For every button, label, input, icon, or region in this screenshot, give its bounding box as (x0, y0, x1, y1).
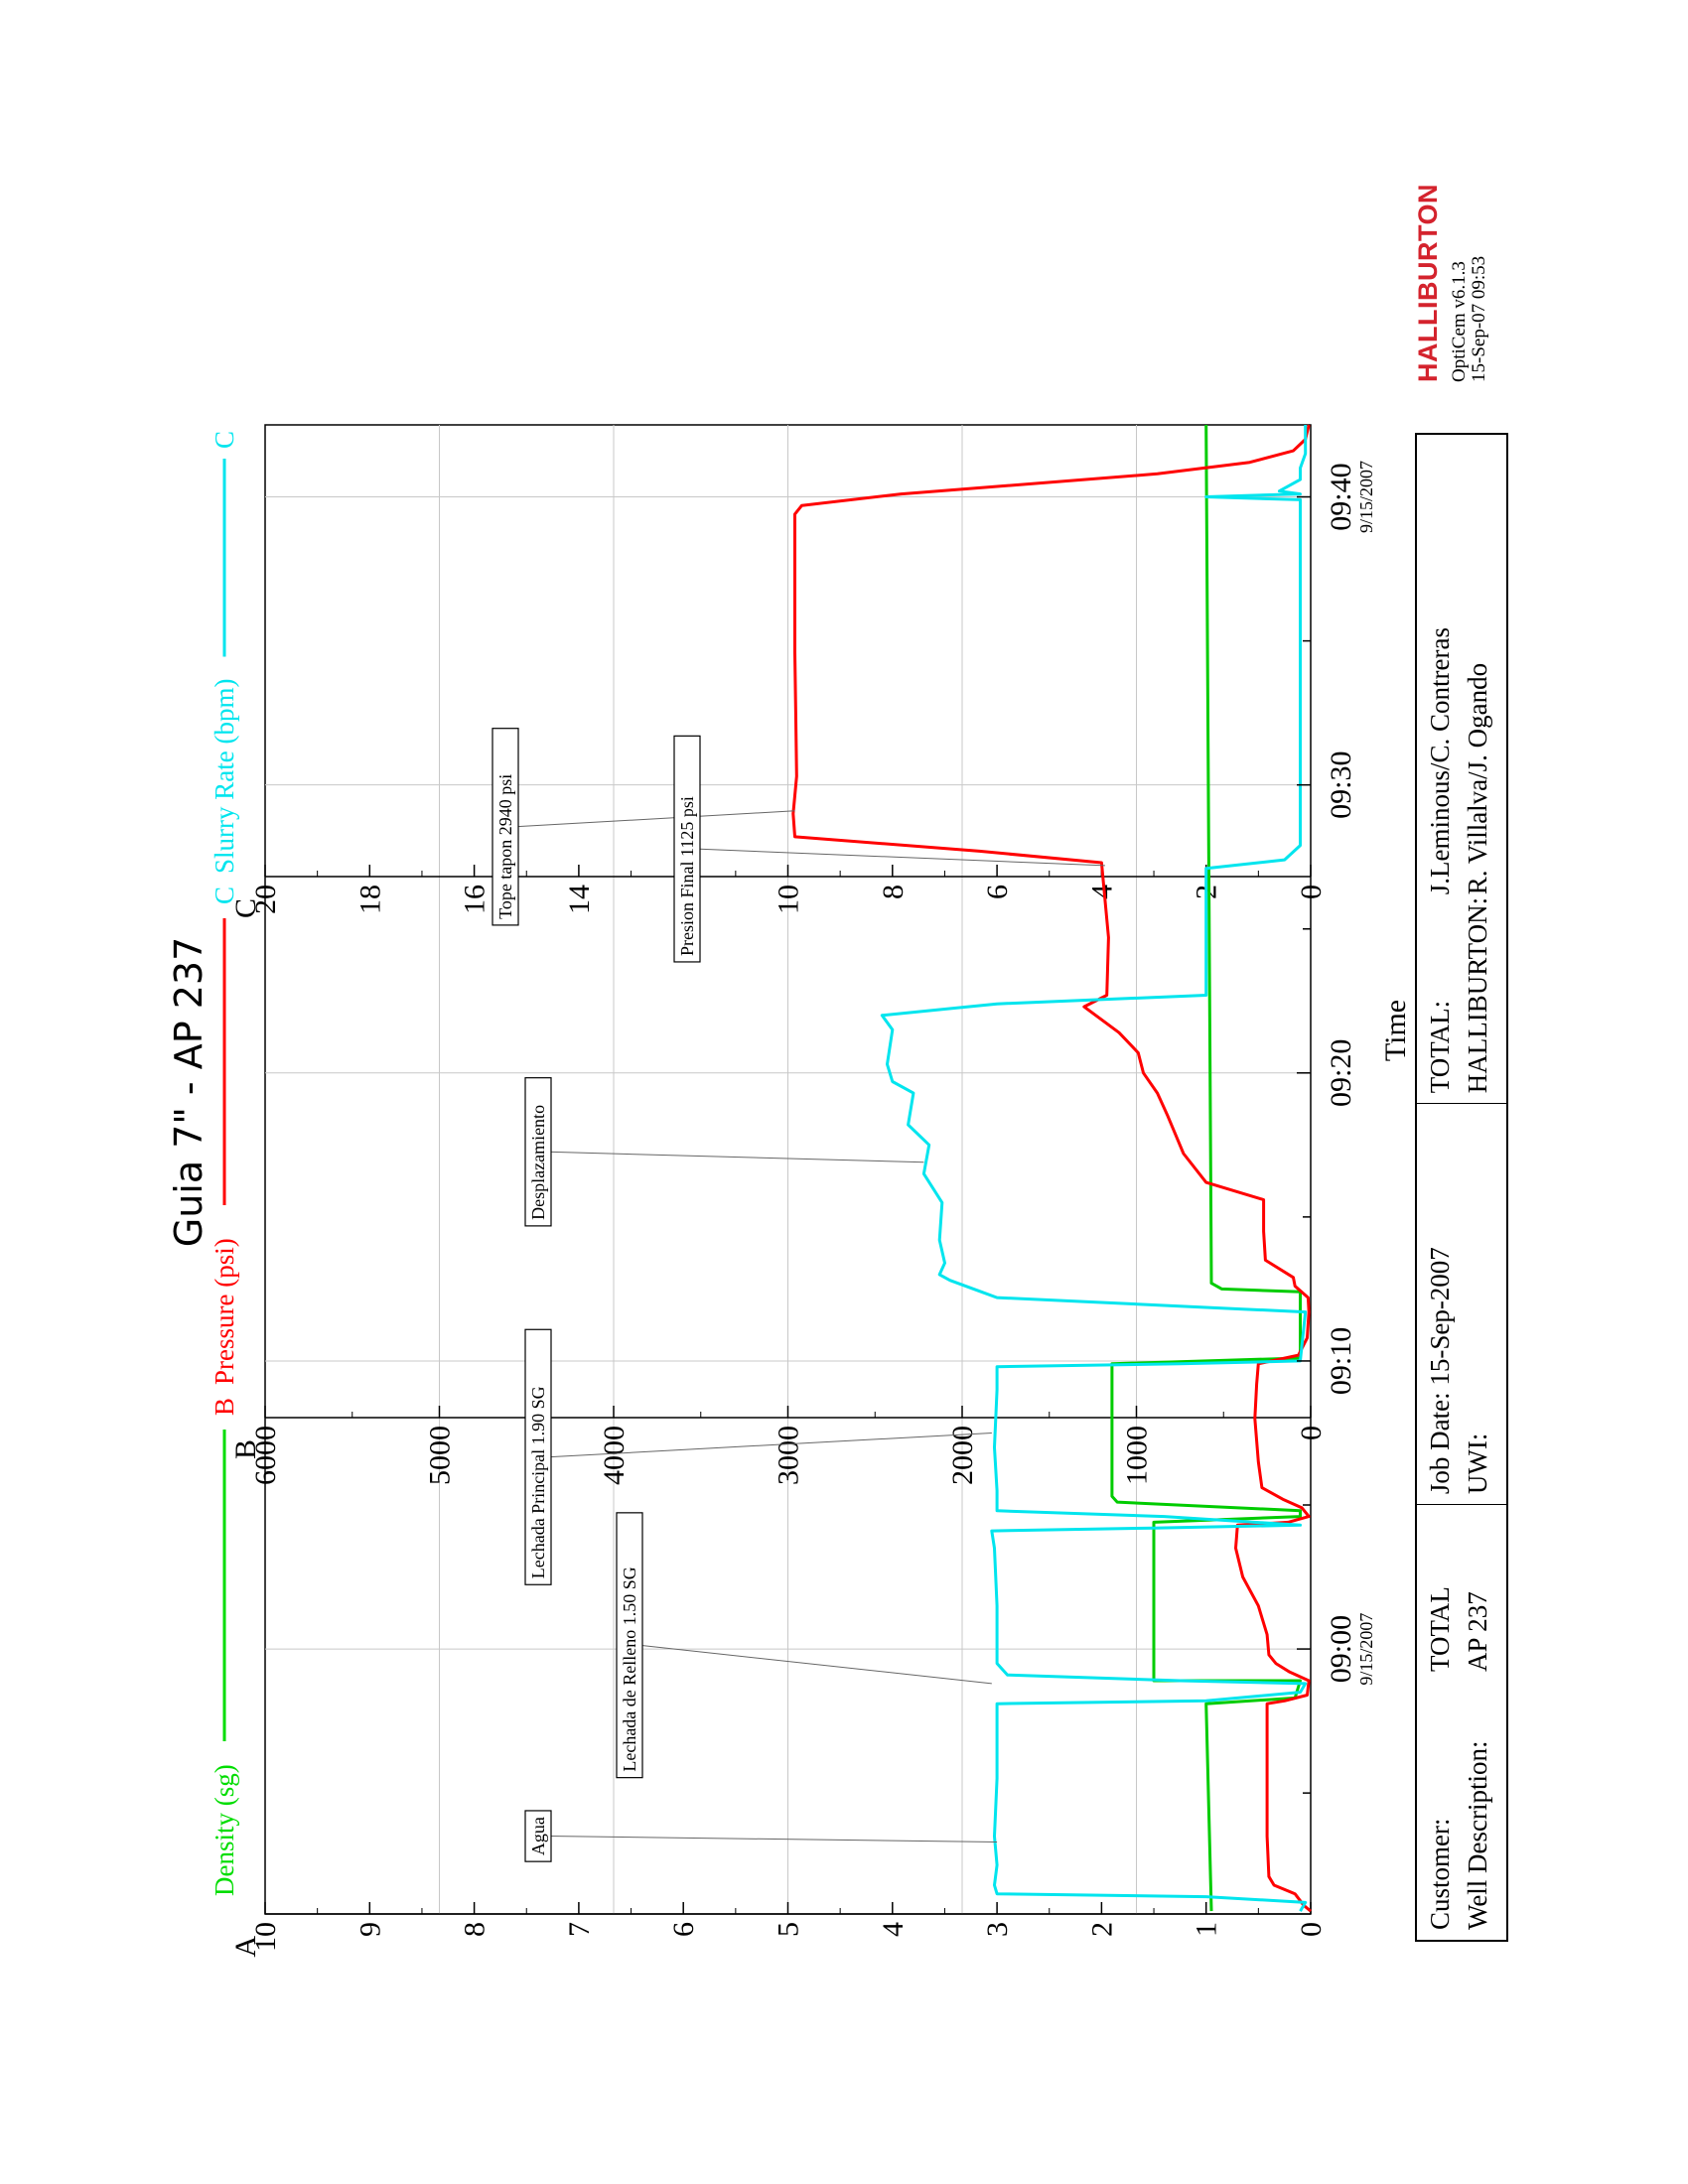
annotation-box (524, 1077, 552, 1227)
annotation-label: Presion Final 1125 psi (673, 735, 1105, 963)
axis-tick-label: 10 (249, 1922, 282, 1952)
print-timestamp: 15-Sep-07 09:53 (1469, 255, 1489, 382)
axis-tick-label: 4 (1085, 885, 1118, 899)
total-label: TOTAL: (1425, 1000, 1455, 1094)
annotation-box (492, 728, 519, 926)
annotation-leader (696, 848, 1105, 867)
axis-tick-label: 20 (249, 885, 282, 914)
annotation-text: Presion Final 1125 psi (677, 796, 697, 956)
axis-tick-label: 3 (981, 1922, 1014, 1937)
axis-tick-label: 7 (563, 1922, 596, 1937)
axis-tick-label: 6000 (249, 1426, 282, 1485)
job-info-box: Customer: TOTAL Well Description: AP 237 J… (1415, 433, 1508, 1942)
total-value: J.Leminous/C. Contreras (1425, 626, 1455, 895)
axis-tick-label: 10 (773, 885, 805, 914)
version-info: OptiCem v6.1.3 15-Sep-07 09:53 (1449, 255, 1489, 382)
legend-letter: C (210, 431, 239, 449)
halliburton-value: R. Villalva/J. Ogando (1463, 662, 1492, 895)
annotation-leader (547, 1432, 992, 1458)
software-version: OptiCem v6.1.3 (1449, 261, 1470, 382)
annotation-text: Desplazamiento (528, 1105, 548, 1220)
axis-tick-label: 2 (1085, 1922, 1118, 1937)
info-cell-job: Job Date: 15-Sep-2007 UWI: (1417, 1103, 1506, 1505)
axis-tick-label: 0 (1295, 1922, 1328, 1937)
well-label: Well Description: (1463, 1740, 1492, 1930)
x-tick-label: 09:20 (1325, 1039, 1357, 1107)
legend-letter: B (210, 1398, 239, 1416)
axis-a-letter: A (229, 1936, 262, 1958)
axes-group: 012345678910A0100020003000400050006000B0… (229, 865, 1328, 1958)
legend-b-name: Pressure (psi) (210, 1238, 239, 1385)
axis-c-letter: C (229, 898, 262, 918)
legend-letter: C (210, 887, 239, 904)
annotation-box (673, 735, 701, 963)
annotation-text: Tope tapon 2940 psi (495, 774, 515, 919)
x-tick-label: 09:40 (1325, 463, 1357, 530)
job-date-label: Job Date: (1425, 1392, 1455, 1495)
axis-tick-label: 5000 (424, 1426, 457, 1485)
annotation-label: Lechada de Relleno 1.50 SG (616, 1512, 992, 1779)
axis-tick-label: 9 (353, 1922, 386, 1937)
x-tick-label: 09:30 (1325, 751, 1357, 818)
x-axis-label: Time (1379, 1000, 1412, 1061)
annotation-label: Tope tapon 2940 psi (492, 728, 795, 926)
axis-tick-label: 5 (773, 1922, 805, 1937)
series-group (791, 424, 1312, 1913)
series-line-b (791, 424, 1312, 1913)
halliburton-label: HALLIBURTON: (1463, 896, 1492, 1094)
annotation-box (524, 1810, 552, 1862)
info-cell-people: TOTAL: J.Leminous/C. Contreras HALLIBURTO… (1417, 435, 1506, 1103)
annotation-text: Lechada de Relleno 1.50 SG (620, 1567, 639, 1771)
uwi-label: UWI: (1463, 1433, 1492, 1495)
annotation-label: Agua (524, 1810, 998, 1862)
x-tick-label: 09:10 (1325, 1327, 1357, 1395)
annotation-text: Agua (528, 1817, 548, 1855)
axis-tick-label: 14 (563, 885, 596, 914)
grid-lines (264, 424, 1312, 1915)
annotations: Agua Lechada de Relleno 1.50 SG Lechada Pr… (492, 728, 1105, 1862)
annotation-box (524, 1328, 552, 1585)
axis-b-letter: B (229, 1439, 262, 1459)
series-line-a (1110, 424, 1302, 1912)
axis-tick-label: 0 (1295, 885, 1328, 899)
axis-tick-label: 8 (877, 885, 910, 899)
x-tick-sublabel: 9/15/2007 (1356, 1613, 1376, 1686)
axis-tick-label: 3000 (773, 1426, 805, 1485)
annotation-leader (547, 1836, 998, 1843)
info-cell-customer: Customer: TOTAL Well Description: AP 237 (1417, 1504, 1506, 1940)
axis-tick-label: 4 (877, 1922, 910, 1937)
annotation-box (616, 1512, 643, 1779)
annotation-text: Lechada Principal 1.90 SG (528, 1386, 548, 1578)
annotation-label: Lechada Principal 1.90 SG (524, 1328, 992, 1585)
axis-tick-label: 18 (353, 885, 386, 914)
x-tick-label: 09:00 (1325, 1615, 1357, 1683)
legend-a-name: Density (sg) (210, 1764, 239, 1896)
series-line-c (880, 425, 1308, 1912)
axis-tick-label: 4000 (598, 1426, 631, 1485)
axis-tick-label: 8 (459, 1922, 492, 1937)
x-tick-sublabel: 9/15/2007 (1356, 461, 1376, 533)
axis-tick-label: 1000 (1121, 1426, 1154, 1485)
legend: Density (sg) B Pressure (psi) C Slurry Rate … (210, 431, 239, 1896)
halliburton-logo: HALLIBURTON (1413, 184, 1443, 382)
axis-tick-label: 16 (459, 885, 492, 914)
customer-label: Customer: (1425, 1818, 1455, 1931)
customer-value: TOTAL (1425, 1586, 1455, 1672)
axis-tick-label: 0 (1295, 1426, 1328, 1440)
well-value: AP 237 (1463, 1591, 1492, 1672)
axis-tick-label: 6 (981, 885, 1014, 899)
axis-tick-label: 6 (667, 1922, 700, 1937)
job-date-value: 15-Sep-2007 (1425, 1247, 1455, 1386)
annotation-leader (547, 1151, 924, 1163)
annotation-leader (514, 810, 795, 828)
annotation-label: Desplazamiento (524, 1077, 924, 1227)
annotation-leader (638, 1644, 992, 1685)
axis-tick-label: 1 (1191, 1922, 1223, 1937)
legend-c-name: Slurry Rate (bpm) (210, 679, 239, 874)
